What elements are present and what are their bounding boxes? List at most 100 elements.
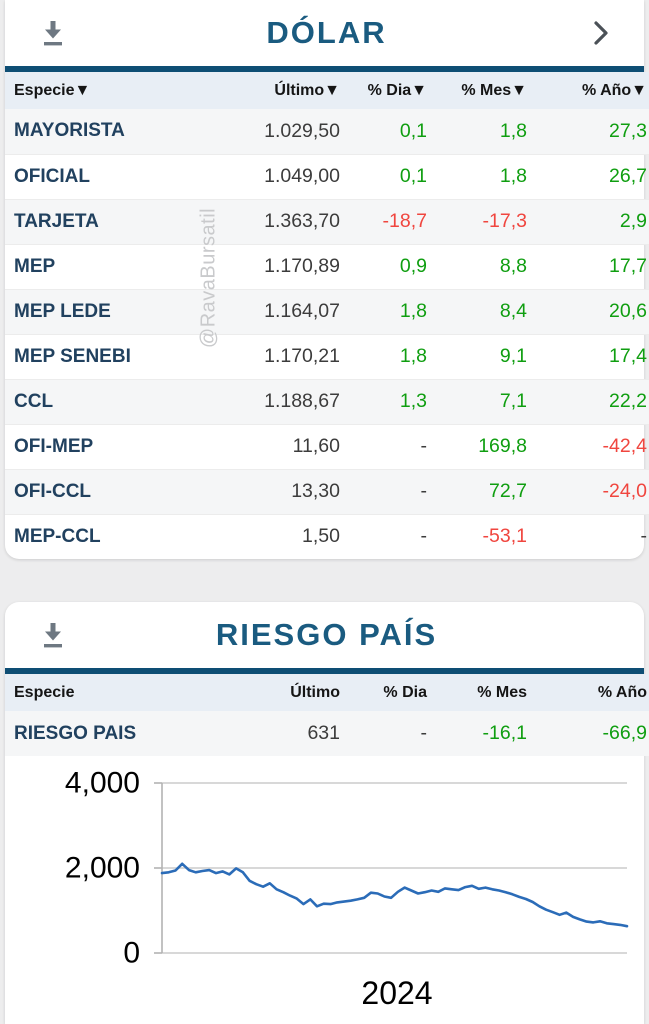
- riesgo-col-ano: % Año: [527, 674, 649, 711]
- value-cell: 1,8: [340, 333, 427, 379]
- download-icon: [43, 21, 62, 46]
- value-cell: -: [340, 468, 427, 514]
- dolar-col-ultimo[interactable]: Último▼: [187, 72, 340, 109]
- value-cell: 1.188,67: [187, 378, 340, 424]
- riesgo-accent-bar: [5, 668, 644, 674]
- dolar-title: DÓLAR: [266, 15, 387, 50]
- especie-cell: MEP-CCL: [5, 513, 187, 559]
- value-cell: 27,3: [527, 109, 649, 154]
- dolar-table: Especie▼ Último▼ % Dia▼ % Mes▼ % Año▼ MA…: [5, 72, 649, 559]
- especie-cell: RIESGO PAIS: [5, 711, 187, 756]
- especie-cell: OFICIAL: [5, 153, 187, 199]
- value-cell: 7,1: [427, 378, 527, 424]
- riesgo-pais-line: [160, 862, 629, 928]
- dolar-header-row: Especie▼ Último▼ % Dia▼ % Mes▼ % Año▼: [5, 72, 649, 109]
- value-cell: 13,30: [187, 468, 340, 514]
- dolar-expand-button[interactable]: [587, 18, 614, 48]
- value-cell: 17,4: [527, 333, 649, 379]
- value-cell: -42,4: [527, 423, 649, 469]
- value-cell: -18,7: [340, 198, 427, 244]
- value-cell: 1.164,07: [187, 288, 340, 334]
- riesgo-card-header: RIESGO PAÍS: [5, 602, 644, 668]
- value-cell: 20,6: [527, 288, 649, 334]
- value-cell: -16,1: [427, 711, 527, 756]
- ytick-label-2000: 2,000: [65, 852, 140, 885]
- especie-cell: CCL: [5, 378, 187, 424]
- dolar-col-mes[interactable]: % Mes▼: [427, 72, 527, 109]
- riesgo-chart: 4,000 2,000 0 2024: [65, 767, 629, 1011]
- value-cell: 17,7: [527, 243, 649, 289]
- table-row[interactable]: MEP-CCL 1,50- -53,1-: [5, 513, 649, 559]
- value-cell: -24,0: [527, 468, 649, 514]
- dolar-col-dia[interactable]: % Dia▼: [340, 72, 427, 109]
- riesgo-title: RIESGO PAÍS: [215, 617, 438, 652]
- dolar-accent-bar: [5, 66, 644, 72]
- value-cell: 1.049,00: [187, 153, 340, 199]
- value-cell: 1,3: [340, 378, 427, 424]
- especie-cell: MEP LEDE: [5, 288, 187, 334]
- riesgo-col-ultimo: Último: [187, 674, 340, 711]
- value-cell: 9,1: [427, 333, 527, 379]
- value-cell: -66,9: [527, 711, 649, 756]
- riesgo-col-especie: Especie: [5, 674, 187, 711]
- table-row[interactable]: OFI-MEP 11,60-169,8 -42,4: [5, 423, 649, 469]
- value-cell: 0,9: [340, 243, 427, 289]
- value-cell: -17,3: [427, 198, 527, 244]
- value-cell: 22,2: [527, 378, 649, 424]
- value-cell: 1,8: [340, 288, 427, 334]
- especie-cell: OFI-MEP: [5, 423, 187, 469]
- value-cell: 631: [187, 711, 340, 756]
- especie-cell: TARJETA: [5, 198, 187, 244]
- value-cell: 1.363,70: [187, 198, 340, 244]
- x-axis-label: 2024: [361, 975, 432, 1011]
- value-cell: 11,60: [187, 423, 340, 469]
- dolar-card-header: DÓLAR: [5, 0, 644, 66]
- value-cell: 169,8: [427, 423, 527, 469]
- value-cell: 1,50: [187, 513, 340, 559]
- dolar-download-button[interactable]: [39, 18, 66, 48]
- value-cell: -: [340, 423, 427, 469]
- table-row[interactable]: MAYORISTA 1.029,50 0,1 1,8 27,3: [5, 109, 649, 154]
- table-row[interactable]: OFICIAL 1.049,00 0,1 1,8 26,7: [5, 153, 649, 199]
- value-cell: 2,9: [527, 198, 649, 244]
- value-cell: 1.170,89: [187, 243, 340, 289]
- table-row[interactable]: OFI-CCL 13,30-72,7 -24,0: [5, 468, 649, 514]
- riesgo-col-mes: % Mes: [427, 674, 527, 711]
- value-cell: -: [527, 513, 649, 559]
- value-cell: 72,7: [427, 468, 527, 514]
- table-row[interactable]: MEP SENEBI 1.170,21 1,8 9,1 17,4: [5, 333, 649, 379]
- value-cell: 0,1: [340, 153, 427, 199]
- ytick-label-0: 0: [123, 937, 140, 970]
- riesgo-header-row: Especie Último % Dia % Mes % Año: [5, 674, 649, 711]
- table-row[interactable]: TARJETA 1.363,70 -18,7 -17,3 2,9: [5, 198, 649, 244]
- dolar-col-especie[interactable]: Especie▼: [5, 72, 187, 109]
- value-cell: -: [340, 513, 427, 559]
- value-cell: 8,4: [427, 288, 527, 334]
- download-icon: [43, 623, 62, 648]
- table-row[interactable]: MEP 1.170,89 0,9 8,8 17,7: [5, 243, 649, 289]
- table-row[interactable]: MEP LEDE 1.164,07 1,8 8,4 20,6: [5, 288, 649, 334]
- dolar-section: DÓLAR Especie▼ Último▼ % Dia▼ % Mes▼ % A…: [5, 0, 649, 559]
- riesgo-section: RIESGO PAÍS Especie Último % Dia % Mes %…: [5, 602, 649, 1024]
- especie-cell: MAYORISTA: [5, 109, 187, 154]
- ytick-label-4000: 4,000: [65, 767, 140, 800]
- riesgo-download-button[interactable]: [39, 620, 66, 650]
- value-cell: 8,8: [427, 243, 527, 289]
- table-row[interactable]: CCL 1.188,67 1,3 7,1 22,2: [5, 378, 649, 424]
- riesgo-chart-container: 4,000 2,000 0 2024: [5, 756, 649, 1024]
- table-row[interactable]: RIESGO PAIS 631- -16,1 -66,9: [5, 711, 649, 756]
- header-spacer: [587, 620, 614, 650]
- value-cell: 26,7: [527, 153, 649, 199]
- value-cell: 0,1: [340, 109, 427, 154]
- value-cell: 1,8: [427, 153, 527, 199]
- value-cell: 1,8: [427, 109, 527, 154]
- riesgo-col-dia: % Dia: [340, 674, 427, 711]
- value-cell: 1.170,21: [187, 333, 340, 379]
- value-cell: 1.029,50: [187, 109, 340, 154]
- especie-cell: MEP SENEBI: [5, 333, 187, 379]
- value-cell: -: [340, 711, 427, 756]
- especie-cell: OFI-CCL: [5, 468, 187, 514]
- riesgo-table: Especie Último % Dia % Mes % Año RIESGO …: [5, 674, 649, 756]
- dolar-col-ano[interactable]: % Año▼: [527, 72, 649, 109]
